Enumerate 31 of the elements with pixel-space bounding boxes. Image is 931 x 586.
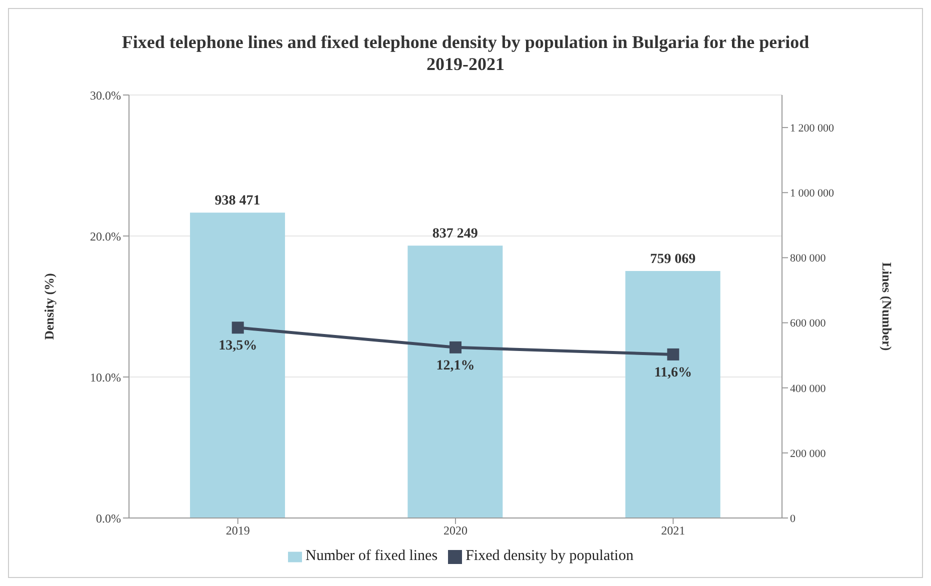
x-tick-label: 2021	[661, 524, 686, 538]
point	[450, 341, 462, 354]
data-label: 837 249	[432, 226, 478, 242]
point	[232, 322, 244, 334]
y2-tick-label: 1 000 000	[790, 188, 834, 200]
bar	[408, 246, 503, 518]
y2-tick-label: 600 000	[790, 318, 826, 330]
y2-tick-label: 200 000	[790, 448, 826, 460]
y-tick-label: 10.0%	[90, 370, 121, 384]
x-tick-label: 2020	[444, 524, 468, 538]
bar	[190, 212, 285, 518]
point	[667, 348, 680, 360]
y-tick-label: 30.0%	[90, 88, 121, 102]
y2-tick-label: 800 000	[790, 252, 826, 265]
legend-label: Number of fixed lines	[306, 548, 438, 564]
chart-title: Fixed telephone lines and fixed telephone density by population in Bulgaria for the period 2019-2021	[120, 31, 810, 75]
data-label: 938 471	[214, 194, 260, 209]
y-tick-label: 20.0%	[90, 229, 121, 244]
data-label: 12,1%	[436, 358, 475, 374]
bar	[625, 271, 720, 518]
legend-label: Fixed density by population	[466, 548, 634, 564]
y2-axis-title: Lines (Number)	[879, 262, 894, 351]
y2-tick-label: 400 000	[790, 382, 826, 395]
y-tick-label: 0.0%	[96, 511, 121, 526]
data-label: 13,5%	[218, 338, 258, 354]
y2-tick-label: 1 200 000	[790, 122, 834, 134]
x-tick-label: 2019	[226, 524, 250, 538]
data-label: 759 069	[650, 252, 696, 268]
y2-tick-label: 0	[790, 512, 796, 525]
y-axis-title: Density (%)	[42, 273, 57, 340]
data-label: 11,6%	[654, 365, 692, 380]
